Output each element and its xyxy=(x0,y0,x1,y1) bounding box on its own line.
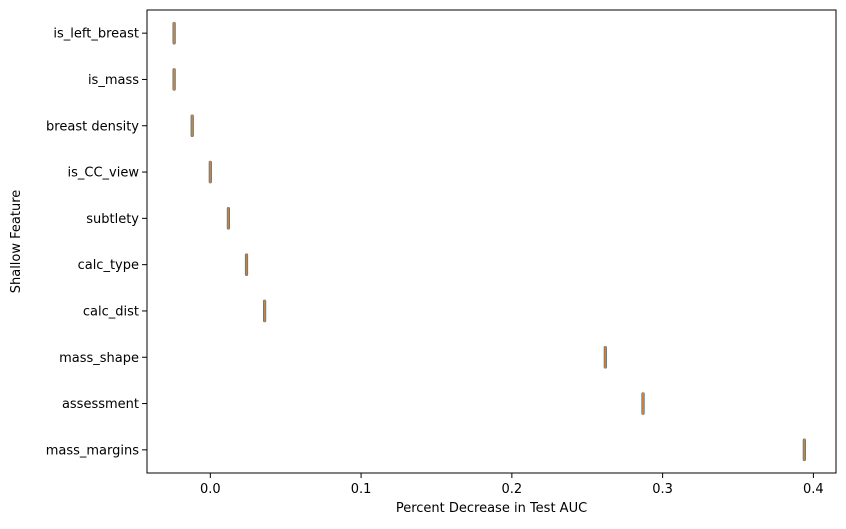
x-tick-label: 0.3 xyxy=(652,482,673,497)
x-tick-label: 0.2 xyxy=(502,482,523,497)
y-tick-label: assessment xyxy=(62,397,139,412)
x-tick-label: 0.4 xyxy=(803,482,824,497)
y-tick-label: breast density xyxy=(46,119,139,134)
y-tick-label: mass_margins xyxy=(46,443,140,458)
y-tick-label: calc_type xyxy=(78,258,139,273)
x-ticks: 0.0 0.1 0.2 0.3 0.4 xyxy=(200,473,824,497)
y-tick-label: calc_dist xyxy=(83,304,139,319)
y-axis-label: Shallow Feature xyxy=(9,190,24,294)
x-axis-label: Percent Decrease in Test AUC xyxy=(396,501,587,516)
y-tick-label: mass_shape xyxy=(59,351,139,366)
y-tick-label: is_mass xyxy=(88,73,139,88)
x-tick-label: 0.0 xyxy=(200,482,221,497)
plot-area xyxy=(146,9,837,474)
x-tick-label: 0.1 xyxy=(351,482,372,497)
y-tick-label: is_CC_view xyxy=(68,166,140,181)
y-tick-label: is_left_breast xyxy=(53,27,139,42)
y-tick-label: subtlety xyxy=(86,212,139,227)
box-marks xyxy=(172,21,806,462)
